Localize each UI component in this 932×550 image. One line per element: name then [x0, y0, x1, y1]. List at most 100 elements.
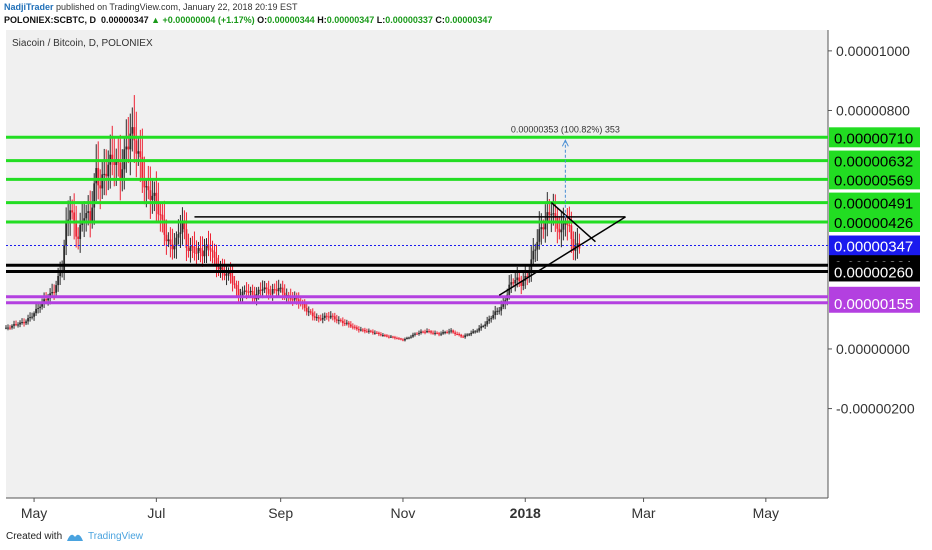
candle-body — [408, 337, 410, 339]
level-price-label: 0.00000347 — [834, 239, 913, 256]
candle-body — [323, 315, 326, 318]
candle-body — [303, 303, 306, 308]
candle-body — [219, 267, 222, 270]
candle-body — [436, 332, 438, 334]
candle-body — [73, 212, 76, 224]
high-value: 0.00000347 — [326, 15, 375, 25]
candle-body — [131, 127, 134, 134]
candle-body — [562, 223, 565, 230]
candle-body — [466, 334, 469, 336]
candle-body — [103, 173, 106, 175]
candle-body — [19, 322, 21, 325]
candle-body — [496, 310, 499, 312]
candle-body — [478, 328, 481, 331]
candle-body — [406, 337, 408, 340]
candle-body — [17, 324, 19, 326]
candle-body — [386, 335, 388, 337]
close-value: 0.00000347 — [444, 15, 493, 25]
candle-body — [444, 332, 446, 334]
x-tick-label: 2018 — [510, 505, 541, 521]
chart-area[interactable]: Siacoin / Bitcoin, D, POLONIEX 0.00001000… — [0, 28, 932, 522]
candle-body — [281, 287, 284, 293]
candle-body — [390, 336, 392, 338]
candle-body — [53, 292, 56, 294]
candle-body — [534, 249, 537, 251]
trendline — [550, 202, 596, 243]
candle-body — [41, 301, 43, 307]
x-tick-label: Nov — [391, 505, 416, 521]
candle-body — [229, 271, 232, 277]
candle-body — [165, 234, 168, 242]
candle-body — [201, 251, 204, 257]
candle-body — [339, 319, 342, 321]
candle-body — [468, 334, 471, 336]
candle-body — [71, 210, 74, 213]
level-price-tag — [829, 192, 920, 213]
level-price-label: 0.00000426 — [834, 215, 913, 232]
candle-body — [23, 322, 25, 324]
candle-body — [452, 330, 454, 333]
candle-body — [125, 146, 128, 150]
candle-body — [566, 223, 569, 226]
author-name[interactable]: NadjiTrader — [4, 2, 54, 12]
candle-body — [321, 317, 324, 320]
candle-body — [335, 319, 338, 321]
candle-body — [225, 273, 228, 276]
x-tick-label: Sep — [268, 505, 293, 521]
candle-body — [570, 225, 573, 239]
candle-body — [486, 321, 489, 325]
level-price-tag — [829, 169, 920, 190]
candle-body — [221, 267, 224, 271]
candle-body — [215, 257, 218, 267]
candle-body — [476, 330, 479, 332]
candle-body — [275, 289, 278, 292]
candle-body — [309, 311, 312, 313]
candle-body — [313, 316, 316, 318]
high-label: H: — [317, 15, 327, 25]
candle-body — [247, 291, 250, 293]
candle-body — [492, 315, 495, 319]
candle-body — [404, 339, 406, 341]
candle-body — [490, 318, 493, 320]
tradingview-link[interactable]: TradingView — [88, 531, 144, 542]
level-price-label: 0.00000260 — [834, 264, 913, 281]
ohlc-line: POLONIEX:SCBTC, D 0.00000347 ▲ +0.000000… — [4, 15, 492, 25]
candle-body — [15, 324, 17, 326]
candle-body — [9, 327, 11, 329]
candle-body — [472, 331, 475, 333]
candle-body — [265, 287, 268, 290]
candle-body — [412, 334, 414, 337]
candle-body — [139, 151, 142, 158]
candle-body — [21, 322, 23, 324]
candle-body — [249, 290, 252, 293]
candle-body — [29, 317, 31, 319]
candle-body — [235, 284, 238, 289]
price-chart[interactable]: Siacoin / Bitcoin, D, POLONIEX 0.00001000… — [0, 28, 932, 522]
candle-body — [456, 333, 458, 335]
price-change: +0.00000004 (+1.17%) — [162, 15, 255, 25]
candle-body — [440, 333, 442, 335]
candle-body — [319, 318, 322, 320]
change-up-icon: ▲ — [151, 15, 161, 25]
candle-body — [79, 224, 82, 239]
candle-body — [500, 306, 503, 311]
candle-body — [197, 248, 200, 253]
candle-body — [365, 331, 368, 333]
publish-line: NadjiTrader published on TradingView.com… — [4, 2, 298, 12]
candle-body — [532, 250, 535, 260]
publish-info: published on TradingView.com, January 22… — [56, 2, 298, 12]
candle-body — [392, 336, 394, 338]
candle-body — [273, 289, 276, 291]
open-value: 0.00000344 — [267, 15, 315, 25]
candle-body — [31, 316, 33, 318]
candle-body — [327, 316, 330, 318]
candle-body — [241, 291, 244, 297]
candle-body — [422, 331, 424, 333]
candle-body — [55, 285, 58, 293]
level-price-tag — [829, 127, 920, 148]
candle-body — [181, 220, 184, 233]
candle-body — [325, 315, 328, 317]
footer: Created with TradingView — [0, 522, 932, 550]
candle-body — [550, 214, 553, 216]
candle-body — [416, 333, 418, 335]
